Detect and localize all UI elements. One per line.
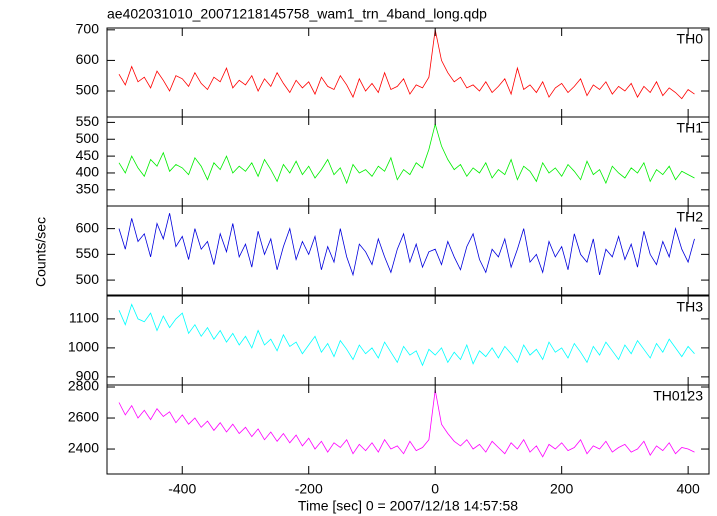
legend-label: TH2: [677, 209, 704, 225]
data-line: [118, 213, 695, 277]
y-tick-label: 500: [76, 82, 100, 98]
x-tick-label: -400: [168, 481, 196, 497]
y-tick-label: 550: [76, 113, 100, 129]
data-line: [118, 303, 695, 367]
y-tick-label: 1000: [68, 339, 99, 355]
legend-label: TH3: [677, 299, 704, 315]
x-axis-label: Time [sec] 0 = 2007/12/18 14:57:58: [298, 498, 518, 514]
legend-label: TH1: [677, 120, 704, 136]
panel-frame: [106, 295, 710, 386]
x-tick-label: 400: [676, 481, 700, 497]
y-tick-label: 600: [76, 51, 100, 67]
y-tick-label: 2800: [68, 378, 99, 394]
y-tick-label: 550: [76, 245, 100, 261]
data-line: [118, 122, 695, 185]
panel-frame: [106, 205, 710, 296]
y-tick-label: 1100: [69, 310, 99, 326]
x-tick-label: 200: [550, 481, 574, 497]
y-tick-label: 350: [76, 181, 100, 197]
y-tick-label: 400: [76, 164, 100, 180]
chart-title: ae402031010_20071218145758_wam1_trn_4ban…: [107, 6, 487, 22]
y-tick-label: 500: [76, 130, 100, 146]
y-tick-label: 500: [76, 271, 100, 287]
data-line: [118, 390, 695, 458]
x-tick-label: -200: [295, 481, 323, 497]
y-tick-label: 700: [76, 21, 100, 37]
data-line: [118, 29, 695, 100]
y-tick-label: 600: [76, 219, 100, 235]
y-tick-label: 450: [76, 147, 100, 163]
panel-frame: [106, 384, 710, 475]
y-tick-label: 2400: [68, 440, 99, 456]
y-tick-label: 900: [76, 368, 100, 384]
y-tick-label: 2600: [68, 409, 99, 425]
x-tick-label: 0: [431, 481, 439, 497]
panel-frame: [106, 27, 710, 118]
legend-label: TH0: [677, 31, 704, 47]
y-axis-label: Counts/sec: [33, 217, 49, 287]
legend-label: TH0123: [653, 388, 703, 404]
